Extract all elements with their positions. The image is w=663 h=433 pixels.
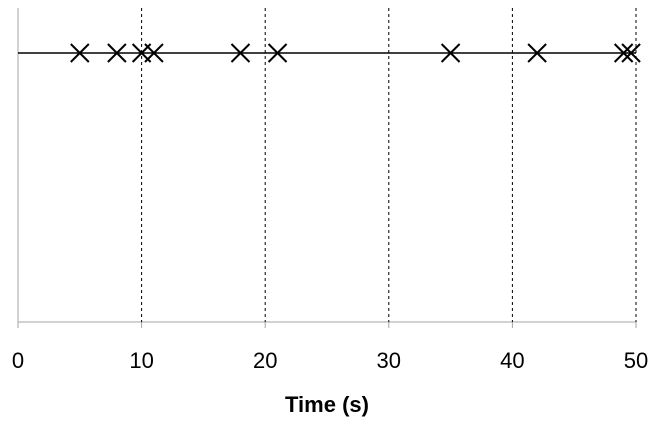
marker [144, 43, 164, 63]
x-tick-label: 20 [253, 348, 277, 373]
marker [440, 43, 461, 63]
x-tick-label: 10 [129, 348, 153, 373]
marker [230, 43, 251, 63]
x-tick-label: 50 [624, 348, 648, 373]
x-tick-label: 40 [500, 348, 524, 373]
marker [107, 43, 127, 63]
x-tick-label: 30 [377, 348, 401, 373]
marker [70, 43, 90, 63]
marker [613, 43, 634, 63]
marker [267, 43, 288, 63]
marker [527, 43, 547, 63]
x-axis-label: Time (s) [285, 392, 369, 417]
x-tick-label: 0 [12, 348, 24, 373]
marker [621, 43, 641, 63]
